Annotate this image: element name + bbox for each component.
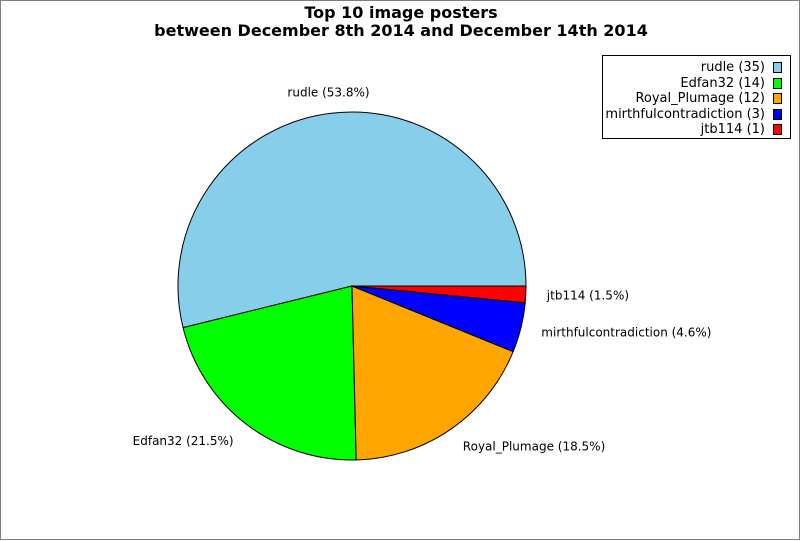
slice-label-jtb114: jtb114 (1.5%) (546, 288, 629, 302)
slice-label-rudle: rudle (53.8%) (287, 85, 369, 99)
legend-label: mirthfulcontradiction (3) (605, 106, 765, 122)
legend-item-jtb114: jtb114 (1) (603, 122, 790, 138)
legend-item-edfan32: Edfan32 (14) (603, 76, 790, 92)
legend-swatch (773, 62, 782, 74)
slice-label-royal-plumage: Royal_Plumage (18.5%) (463, 440, 605, 454)
pie-slice-jtb114 (351, 285, 527, 304)
chart-legend: rudle (35) Edfan32 (14) Royal_Plumage (12)… (602, 55, 791, 139)
pie-slice-edfan32 (182, 285, 357, 461)
legend-item-royal-plumage: Royal_Plumage (12) (603, 91, 790, 107)
slice-label-edfan32: Edfan32 (21.5%) (133, 434, 234, 448)
legend-swatch (773, 93, 782, 105)
legend-swatch (773, 124, 782, 136)
slice-label-mirthfulcontradiction: mirthfulcontradiction (4.6%) (541, 326, 711, 340)
legend-label: jtb114 (1) (700, 122, 765, 138)
pie-slice-royal-plumage (351, 285, 514, 461)
legend-label: Royal_Plumage (12) (635, 91, 765, 107)
legend-label: Edfan32 (14) (680, 75, 765, 91)
pie-slice-rudle (177, 111, 527, 329)
chart-title: Top 10 image posters between December 8t… (1, 4, 800, 40)
legend-item-rudle: rudle (35) (603, 60, 790, 76)
legend-item-mirthfulcontradiction: mirthfulcontradiction (3) (603, 107, 790, 123)
legend-swatch (773, 77, 782, 89)
legend-swatch (773, 108, 782, 120)
chart-title-line-2: between December 8th 2014 and December 1… (154, 21, 648, 40)
legend-label: rudle (35) (700, 60, 765, 76)
chart-title-line-1: Top 10 image posters (304, 3, 498, 22)
